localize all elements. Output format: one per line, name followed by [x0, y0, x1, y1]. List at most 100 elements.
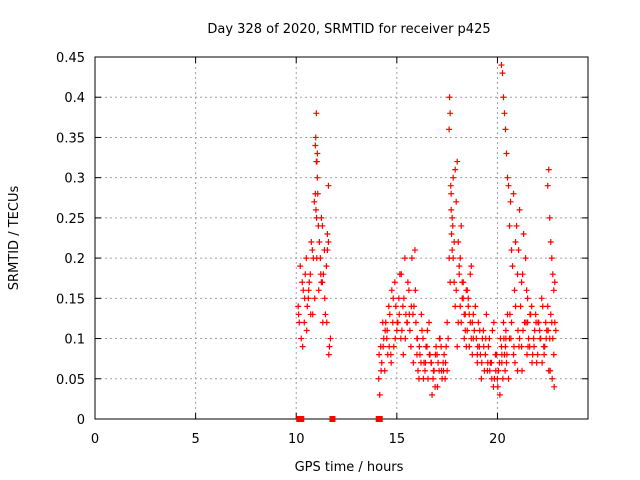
data-point	[542, 319, 549, 326]
data-point	[510, 343, 517, 350]
data-point	[457, 303, 464, 310]
data-point	[498, 62, 505, 69]
data-point	[426, 351, 433, 358]
data-point	[453, 287, 460, 294]
data-point	[481, 367, 488, 374]
data-point	[490, 319, 497, 326]
data-point	[298, 335, 305, 342]
data-point	[378, 367, 385, 374]
data-point	[444, 319, 451, 326]
data-point	[410, 359, 417, 366]
data-point	[499, 375, 506, 382]
data-point	[529, 351, 536, 358]
data-point	[551, 279, 558, 286]
data-point	[507, 335, 514, 342]
data-point	[477, 351, 484, 358]
data-point	[484, 359, 491, 366]
data-point	[309, 311, 316, 318]
data-point	[531, 343, 538, 350]
data-point	[452, 166, 459, 173]
data-point	[541, 343, 548, 350]
data-point	[458, 222, 465, 229]
data-point	[438, 343, 445, 350]
data-point	[463, 287, 470, 294]
data-point	[538, 295, 545, 302]
data-point	[384, 351, 391, 358]
data-point	[499, 70, 506, 77]
data-point	[429, 391, 436, 398]
grid-lines	[95, 57, 588, 419]
data-point	[468, 335, 475, 342]
data-point	[546, 214, 553, 221]
data-point	[448, 230, 455, 237]
data-point	[470, 311, 477, 318]
data-point	[552, 327, 559, 334]
data-point	[296, 319, 303, 326]
data-point	[398, 327, 405, 334]
data-point	[304, 303, 311, 310]
data-point	[302, 271, 309, 278]
data-point	[535, 319, 542, 326]
data-point	[459, 295, 466, 302]
x-tick-label: 15	[389, 432, 406, 447]
data-point	[460, 279, 467, 286]
data-point	[450, 174, 457, 181]
data-point	[295, 303, 302, 310]
data-point	[392, 335, 399, 342]
data-point	[478, 375, 485, 382]
data-point	[396, 311, 403, 318]
data-point	[550, 351, 557, 358]
data-point	[466, 343, 473, 350]
data-point	[494, 383, 501, 390]
data-point	[520, 327, 527, 334]
data-point	[518, 367, 525, 374]
data-point	[380, 343, 387, 350]
data-point	[524, 351, 531, 358]
data-point	[522, 255, 529, 262]
data-point	[483, 311, 490, 318]
data-point	[385, 303, 392, 310]
data-point	[411, 247, 418, 254]
data-point	[465, 295, 472, 302]
data-point	[489, 327, 496, 334]
axis-ticks	[94, 56, 588, 420]
data-point	[529, 359, 536, 366]
data-point	[305, 287, 312, 294]
data-point	[515, 247, 522, 254]
data-point	[464, 327, 471, 334]
data-point	[435, 359, 442, 366]
y-tick-label: 0.15	[56, 292, 85, 307]
y-tick-label: 0.1	[64, 333, 85, 348]
data-point	[520, 230, 527, 237]
data-point	[313, 158, 320, 165]
data-point	[467, 271, 474, 278]
data-point	[468, 263, 475, 270]
data-point	[476, 327, 483, 334]
data-point	[439, 375, 446, 382]
data-point	[295, 311, 302, 318]
data-point	[324, 247, 331, 254]
data-point	[386, 343, 393, 350]
data-point	[424, 327, 431, 334]
data-point	[541, 351, 548, 358]
data-point	[412, 319, 419, 326]
data-point	[518, 279, 525, 286]
data-point	[395, 295, 402, 302]
data-point	[375, 375, 382, 382]
y-tick-label: 0.25	[56, 212, 85, 227]
data-point	[523, 287, 530, 294]
data-point	[458, 319, 465, 326]
data-point	[312, 134, 319, 141]
data-point	[378, 359, 385, 366]
data-point	[420, 375, 427, 382]
zero-gap-markers	[296, 416, 383, 422]
data-point	[322, 311, 329, 318]
data-point	[318, 214, 325, 221]
data-point	[388, 287, 395, 294]
data-point	[503, 150, 510, 157]
y-tick-label: 0.45	[56, 51, 85, 66]
data-point	[524, 319, 531, 326]
data-point	[382, 327, 389, 334]
data-point	[551, 319, 558, 326]
data-point	[376, 351, 383, 358]
